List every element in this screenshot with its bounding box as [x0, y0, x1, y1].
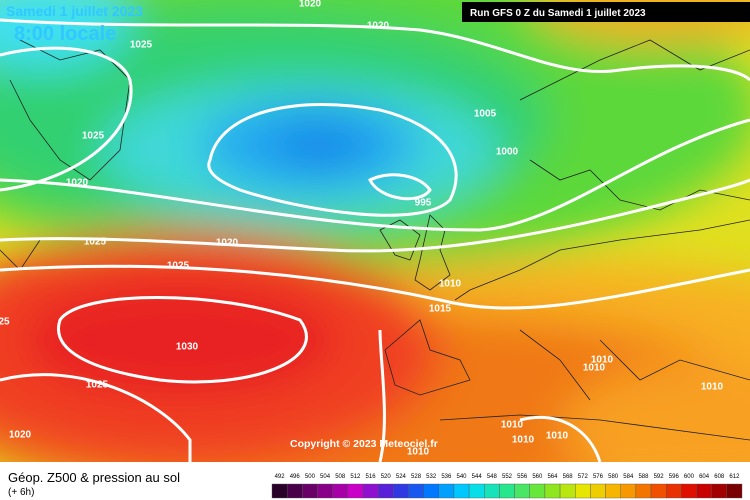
scale-label: 612	[729, 474, 740, 480]
isobar-label: 1010	[407, 447, 430, 458]
scale-label: 544	[472, 474, 483, 480]
scale-label: 536	[441, 474, 452, 480]
scale-swatch	[665, 483, 682, 499]
isobar-label: 1025	[84, 237, 107, 248]
scale-swatch	[286, 483, 303, 499]
scale-swatch	[529, 483, 546, 499]
isobar-label: 1020	[299, 0, 322, 10]
footer-title: Géop. Z500 & pression au sol	[8, 470, 180, 485]
scale-swatch	[575, 483, 591, 499]
scale-swatch	[271, 483, 288, 499]
scale-swatch	[347, 483, 364, 499]
scale-swatch	[377, 483, 394, 499]
isobar-label: 1010	[546, 431, 569, 442]
scale-swatch	[302, 483, 318, 499]
scale-label: 592	[654, 474, 665, 480]
scale-label: 600	[684, 474, 695, 480]
scale-label: 588	[638, 474, 649, 480]
isobar-labels: 1020 1020 1025 1025 1020 1005 1000 995 1025 1020 1…	[0, 0, 724, 458]
scale-swatch	[544, 483, 561, 499]
isobar-label: 1020	[66, 178, 89, 189]
scale-label: 540	[457, 474, 468, 480]
scale-swatch	[590, 483, 606, 499]
isobar-label: 1005	[474, 109, 497, 120]
scale-label: 524	[396, 474, 407, 480]
scale-swatch	[453, 483, 470, 499]
scale-label: 508	[335, 474, 346, 480]
scale-swatch	[711, 483, 728, 499]
scale-swatch	[514, 483, 530, 499]
scale-label: 520	[381, 474, 392, 480]
scale-swatch	[726, 483, 743, 499]
scale-label: 512	[350, 474, 361, 480]
scale-swatch	[468, 483, 485, 499]
scale-label: 580	[608, 474, 619, 480]
isobar-label: 1010	[701, 382, 724, 393]
isobar-label: 1010	[501, 420, 524, 431]
scale-swatch	[605, 483, 621, 499]
isobar-label: 995	[415, 198, 432, 209]
isobar-label: 1020	[367, 21, 390, 32]
run-box	[462, 2, 750, 22]
scale-swatch	[650, 483, 667, 499]
isobar-label: 1010	[439, 279, 462, 290]
scale-swatch	[620, 483, 637, 499]
scale-label: 584	[623, 474, 634, 480]
color-scale: 492 496 500 504 508 512 516 520 524 528 532 536 540 5…	[271, 474, 743, 499]
isobar-label: 1010	[591, 355, 614, 366]
copyright: Copyright © 2023 Meteociel.fr	[290, 438, 438, 450]
isobar-label: 1025	[82, 131, 105, 142]
isobar-label: 1020	[9, 430, 32, 441]
scale-label: 560	[532, 474, 543, 480]
scale-label: 596	[669, 474, 680, 480]
scale-label: 564	[547, 474, 558, 480]
scale-swatch	[559, 483, 576, 499]
isobar-label: 1030	[176, 342, 199, 353]
isobar-label: 1015	[429, 304, 452, 315]
scale-swatch	[423, 483, 439, 499]
scale-swatch	[438, 483, 455, 499]
scale-swatch	[696, 483, 712, 499]
isobar-label: 1010	[512, 435, 535, 446]
scale-swatch	[681, 483, 697, 499]
isobar-label: 1025	[167, 261, 190, 272]
isobar-label: 1010	[583, 363, 606, 374]
scale-label: 528	[411, 474, 422, 480]
scale-label: 576	[593, 474, 604, 480]
scale-label: 492	[275, 474, 286, 480]
date-label: Samedi 1 juillet 2023	[6, 3, 143, 19]
footer-subtitle: (+ 6h)	[8, 487, 34, 498]
time-label: 8:00 locale	[14, 23, 116, 45]
isobar-label: 1025	[86, 380, 109, 391]
scale-label: 552	[502, 474, 513, 480]
scale-label: 500	[305, 474, 316, 480]
scale-label: 568	[563, 474, 574, 480]
scale-label: 608	[714, 474, 725, 480]
scale-label: 548	[487, 474, 498, 480]
scale-swatch	[362, 483, 379, 499]
scale-label: 496	[290, 474, 301, 480]
isobar-label: 1020	[216, 238, 239, 249]
scale-swatch	[393, 483, 409, 499]
run-label: Run GFS 0 Z du Samedi 1 juillet 2023	[470, 8, 646, 19]
scale-swatch	[332, 483, 349, 499]
isobar-label: 25	[0, 317, 10, 328]
scale-swatch	[499, 483, 515, 499]
scale-swatch	[408, 483, 424, 499]
isobar-label: 1000	[496, 147, 519, 158]
scale-label: 504	[320, 474, 331, 480]
scale-swatch	[635, 483, 652, 499]
scale-label: 532	[426, 474, 437, 480]
scale-label: 572	[578, 474, 589, 480]
isobar-label: 1025	[130, 40, 153, 51]
scale-swatch	[484, 483, 500, 499]
scale-label: 604	[699, 474, 710, 480]
scale-swatch	[317, 483, 333, 499]
scale-label: 556	[517, 474, 528, 480]
scale-label: 516	[366, 474, 377, 480]
